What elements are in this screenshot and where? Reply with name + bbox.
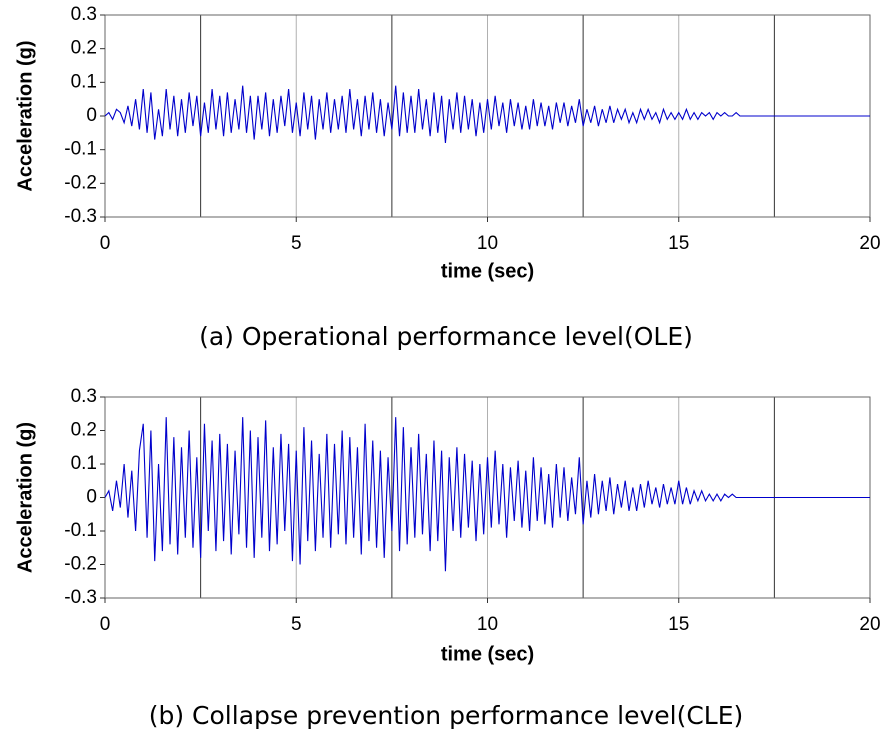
y-tick-label: 0: [86, 105, 97, 126]
y-tick-label: 0.1: [71, 71, 97, 92]
x-tick-label: 10: [477, 233, 498, 254]
x-tick-label: 20: [859, 614, 880, 635]
x-tick-label: 0: [100, 614, 111, 635]
x-tick-label: 5: [291, 614, 302, 635]
y-tick-label: -0.2: [64, 172, 97, 193]
signal-line: [104, 85, 870, 143]
y-tick-label: -0.3: [64, 587, 97, 608]
y-tick-label: -0.3: [64, 206, 97, 227]
y-tick-label: 0.3: [71, 4, 97, 25]
y-axis-label: Acceleration (g): [14, 422, 36, 573]
y-tick-label: -0.1: [64, 520, 97, 541]
caption: (a) Operational performance level(OLE): [199, 322, 693, 351]
y-tick-label: 0.1: [71, 453, 97, 474]
y-tick-label: -0.2: [64, 554, 97, 575]
x-tick-label: 15: [668, 233, 689, 254]
signal-line: [104, 417, 870, 572]
y-tick-label: -0.1: [64, 139, 97, 160]
x-axis-label: time (sec): [441, 643, 534, 665]
y-tick-label: 0.3: [71, 386, 97, 407]
x-tick-label: 5: [291, 233, 302, 254]
x-tick-label: 20: [859, 233, 880, 254]
y-axis-label: Acceleration (g): [14, 40, 36, 191]
x-tick-label: 15: [668, 614, 689, 635]
y-tick-label: 0.2: [71, 38, 97, 59]
caption: (b) Collapse prevention performance leve…: [149, 701, 744, 730]
y-tick-label: 0.2: [71, 420, 97, 441]
x-tick-label: 10: [477, 614, 498, 635]
y-tick-label: 0: [86, 487, 97, 508]
x-tick-label: 0: [100, 233, 111, 254]
x-axis-label: time (sec): [441, 260, 534, 282]
